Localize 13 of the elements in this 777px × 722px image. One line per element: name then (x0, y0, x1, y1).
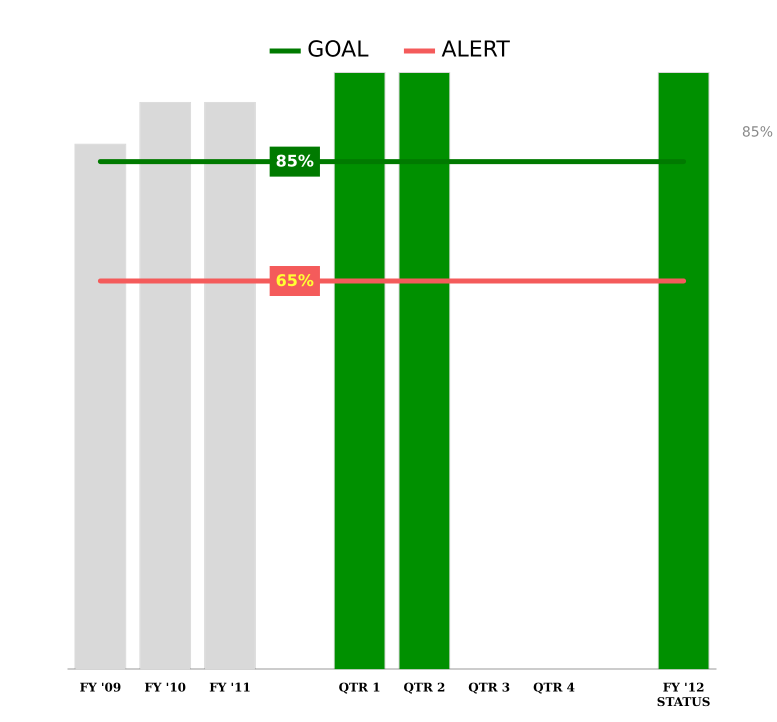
legend-label: ALERT (441, 38, 510, 63)
x-tick-label: QTR 2 (403, 680, 446, 695)
data-label: 85% (276, 152, 314, 171)
x-tick-label: FY '09 (80, 680, 122, 695)
x-tick-label: QTR 4 (533, 680, 575, 695)
text: 85% (742, 124, 773, 141)
x-tick-label: FY '12 STATUS (656, 680, 710, 709)
x-tick-label: QTR 1 (338, 680, 381, 695)
x-tick-label: FY '10 (144, 680, 186, 695)
legend-label: GOAL (307, 38, 370, 63)
data-label: 65% (276, 271, 314, 290)
x-tick-label: QTR 3 (468, 680, 510, 695)
x-tick-label: FY '11 (209, 680, 251, 695)
